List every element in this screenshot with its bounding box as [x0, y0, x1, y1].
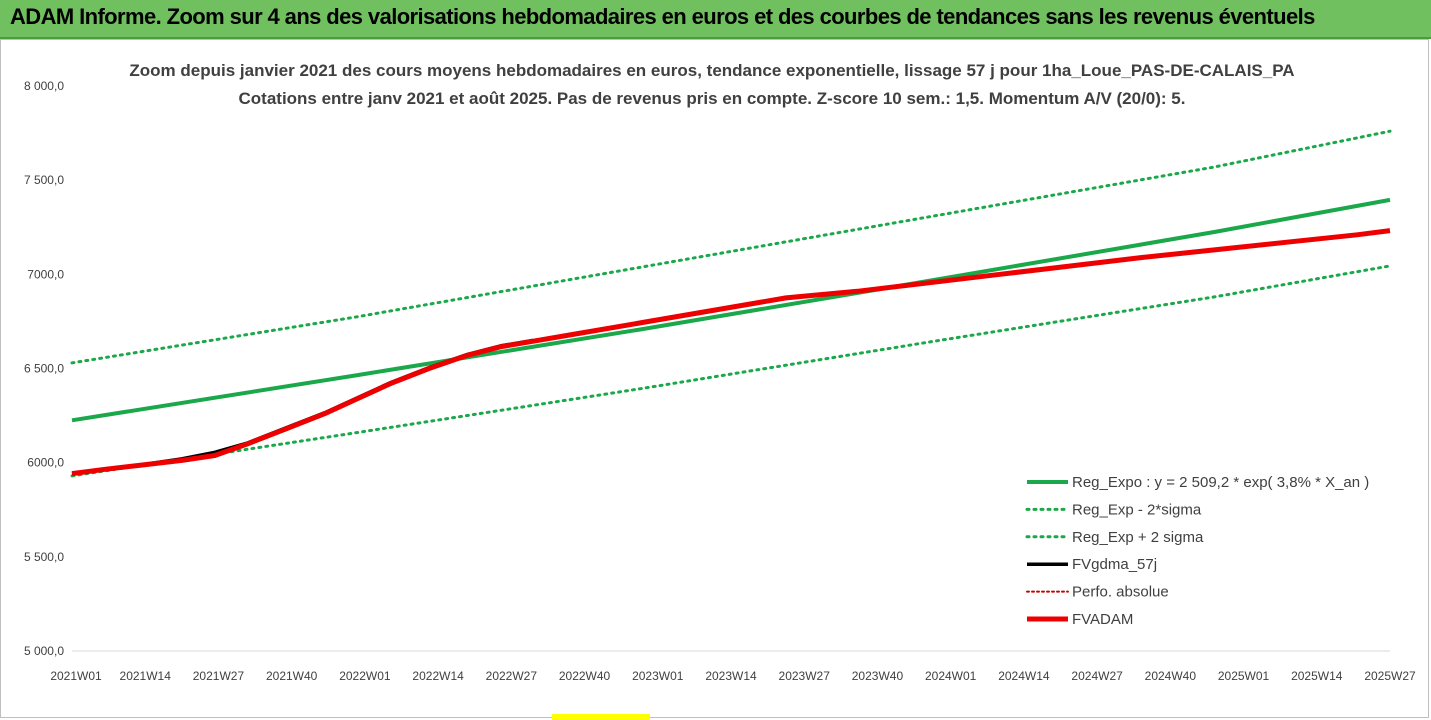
- y-tick-label: 6000,0: [27, 456, 64, 470]
- x-tick-label: 2023W14: [705, 669, 757, 683]
- x-tick-label: 2025W01: [1218, 669, 1270, 683]
- x-tick-label: 2023W01: [632, 669, 684, 683]
- x-tick-label: 2024W40: [1145, 669, 1197, 683]
- x-tick-label: 2022W40: [559, 669, 611, 683]
- x-tick-label: 2022W27: [486, 669, 538, 683]
- legend-label: Reg_Exp - 2*sigma: [1072, 501, 1202, 518]
- y-tick-label: 8 000,0: [24, 79, 64, 93]
- scroll-marker: [552, 714, 650, 720]
- x-tick-label: 2021W01: [50, 669, 102, 683]
- legend-label: Reg_Exp + 2 sigma: [1072, 529, 1204, 546]
- y-axis: 5 000,0 5 500,0 6000,0 6 500,0 7000,0 7 500,0…: [24, 79, 64, 658]
- x-tick-label: 2025W14: [1291, 669, 1343, 683]
- chart-frame: [0, 39, 1429, 718]
- x-tick-label: 2022W01: [339, 669, 391, 683]
- series-line: [70, 264, 1392, 478]
- x-tick-label: 2021W40: [266, 669, 318, 683]
- x-tick-label: 2024W14: [998, 669, 1050, 683]
- x-tick-label: 2021W27: [193, 669, 245, 683]
- series-line: [70, 129, 1392, 365]
- x-axis: 2021W01 2021W14 2021W27 2021W40 2022W01 2022W…: [50, 650, 1416, 683]
- x-tick-label: 2024W01: [925, 669, 977, 683]
- legend: Reg_Expo : y = 2 509,2 * exp( 3,8% * X_a…: [1025, 474, 1369, 628]
- x-tick-label: 2023W27: [779, 669, 831, 683]
- chart-title: Zoom depuis janvier 2021 des cours moyen…: [129, 61, 1294, 80]
- x-tick-label: 2024W27: [1071, 669, 1123, 683]
- series-line: [71, 338, 534, 476]
- y-tick-label: 6 500,0: [24, 362, 64, 376]
- x-tick-label: 2022W14: [412, 669, 464, 683]
- y-tick-label: 7 500,0: [24, 173, 64, 187]
- y-tick-label: 5 000,0: [24, 644, 64, 658]
- title-banner: ADAM Informe. Zoom sur 4 ans des valoris…: [0, 0, 1431, 39]
- chart-subtitle: Cotations entre janv 2021 et août 2025. …: [239, 89, 1186, 108]
- legend-label: FVADAM: [1072, 611, 1133, 628]
- legend-label: Reg_Expo : y = 2 509,2 * exp( 3,8% * X_a…: [1072, 474, 1369, 491]
- series-line: [71, 197, 1391, 423]
- legend-label: Perfo. absolue: [1072, 584, 1169, 601]
- x-tick-label: 2021W14: [120, 669, 172, 683]
- x-tick-label: 2023W40: [852, 669, 904, 683]
- y-tick-label: 5 500,0: [24, 550, 64, 564]
- banner-title: ADAM Informe. Zoom sur 4 ans des valoris…: [10, 4, 1315, 29]
- series-line: [71, 228, 1391, 477]
- plot-area: [70, 129, 1392, 478]
- x-tick-label: 2025W27: [1364, 669, 1416, 683]
- y-tick-label: 7000,0: [27, 267, 64, 281]
- legend-label: FVgdma_57j: [1072, 556, 1157, 573]
